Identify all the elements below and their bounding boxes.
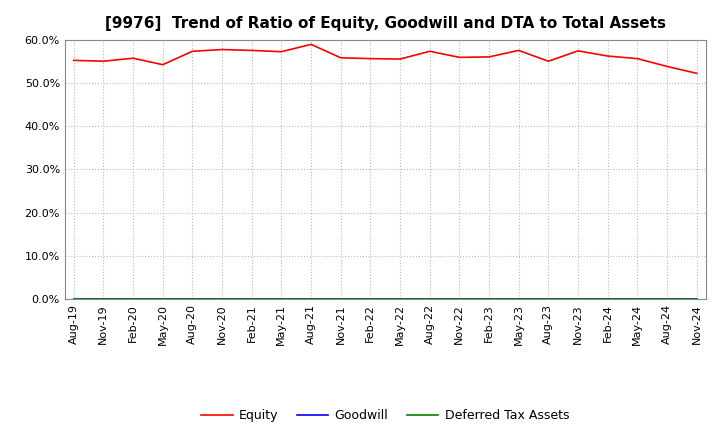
Goodwill: [129, 297, 138, 302]
Goodwill: [69, 297, 78, 302]
Equity: [633, 56, 642, 61]
Goodwill: [248, 297, 256, 302]
Deferred Tax Assets: [396, 297, 405, 302]
Title: [9976]  Trend of Ratio of Equity, Goodwill and DTA to Total Assets: [9976] Trend of Ratio of Equity, Goodwil…: [104, 16, 666, 32]
Deferred Tax Assets: [129, 297, 138, 302]
Deferred Tax Assets: [217, 297, 226, 302]
Goodwill: [336, 297, 345, 302]
Equity: [188, 49, 197, 54]
Goodwill: [485, 297, 493, 302]
Goodwill: [99, 297, 108, 302]
Deferred Tax Assets: [426, 297, 434, 302]
Goodwill: [366, 297, 374, 302]
Deferred Tax Assets: [366, 297, 374, 302]
Equity: [366, 56, 374, 61]
Goodwill: [693, 297, 701, 302]
Deferred Tax Assets: [633, 297, 642, 302]
Equity: [336, 55, 345, 60]
Line: Equity: Equity: [73, 44, 697, 73]
Legend: Equity, Goodwill, Deferred Tax Assets: Equity, Goodwill, Deferred Tax Assets: [197, 404, 574, 427]
Goodwill: [158, 297, 167, 302]
Equity: [307, 42, 315, 47]
Goodwill: [633, 297, 642, 302]
Equity: [662, 64, 671, 69]
Deferred Tax Assets: [188, 297, 197, 302]
Goodwill: [396, 297, 405, 302]
Goodwill: [217, 297, 226, 302]
Deferred Tax Assets: [514, 297, 523, 302]
Equity: [217, 47, 226, 52]
Equity: [693, 71, 701, 76]
Deferred Tax Assets: [603, 297, 612, 302]
Deferred Tax Assets: [248, 297, 256, 302]
Equity: [514, 48, 523, 53]
Equity: [574, 48, 582, 54]
Equity: [248, 48, 256, 53]
Equity: [544, 59, 553, 64]
Deferred Tax Assets: [455, 297, 464, 302]
Deferred Tax Assets: [485, 297, 493, 302]
Equity: [455, 55, 464, 60]
Equity: [99, 59, 108, 64]
Deferred Tax Assets: [158, 297, 167, 302]
Deferred Tax Assets: [693, 297, 701, 302]
Deferred Tax Assets: [307, 297, 315, 302]
Goodwill: [544, 297, 553, 302]
Goodwill: [455, 297, 464, 302]
Deferred Tax Assets: [277, 297, 286, 302]
Deferred Tax Assets: [544, 297, 553, 302]
Equity: [603, 53, 612, 59]
Goodwill: [603, 297, 612, 302]
Goodwill: [514, 297, 523, 302]
Deferred Tax Assets: [69, 297, 78, 302]
Goodwill: [188, 297, 197, 302]
Equity: [69, 58, 78, 63]
Equity: [158, 62, 167, 67]
Goodwill: [662, 297, 671, 302]
Deferred Tax Assets: [99, 297, 108, 302]
Equity: [426, 49, 434, 54]
Equity: [129, 55, 138, 61]
Goodwill: [574, 297, 582, 302]
Deferred Tax Assets: [336, 297, 345, 302]
Deferred Tax Assets: [662, 297, 671, 302]
Goodwill: [307, 297, 315, 302]
Equity: [485, 54, 493, 59]
Goodwill: [277, 297, 286, 302]
Equity: [396, 56, 405, 62]
Deferred Tax Assets: [574, 297, 582, 302]
Equity: [277, 49, 286, 55]
Goodwill: [426, 297, 434, 302]
